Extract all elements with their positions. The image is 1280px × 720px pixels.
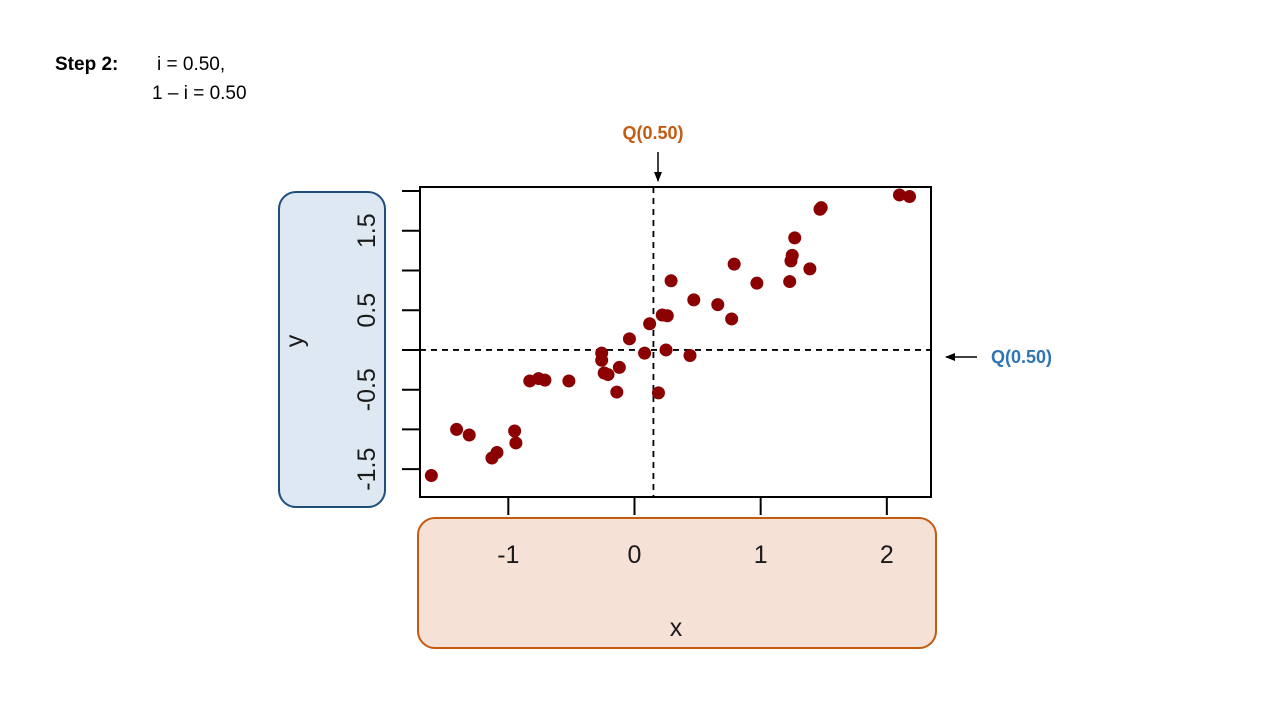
data-point: [750, 276, 764, 290]
data-point: [803, 262, 817, 276]
data-point: [508, 424, 522, 438]
data-point: [711, 298, 725, 312]
data-point: [424, 469, 438, 483]
data-point: [601, 368, 615, 382]
y-tick-label: -0.5: [353, 368, 381, 411]
data-point: [785, 248, 799, 262]
x-tick-label: -1: [497, 541, 519, 569]
data-point: [788, 231, 802, 245]
data-point: [643, 317, 657, 331]
x-axis: -1 0 1 2: [497, 497, 894, 569]
data-point: [783, 275, 797, 289]
data-point: [903, 190, 917, 204]
data-point: [659, 343, 673, 357]
data-point: [538, 373, 552, 387]
y-quantile-label: Q(0.50): [991, 347, 1052, 367]
data-point: [595, 353, 609, 367]
data-point: [509, 436, 523, 450]
data-point: [622, 332, 636, 346]
data-point: [683, 349, 697, 363]
x-axis-highlight-box: [417, 517, 937, 649]
equation-i: i = 0.50,: [157, 54, 226, 75]
x-tick-label: 0: [628, 541, 642, 569]
data-point: [660, 309, 674, 323]
data-point: [727, 257, 741, 271]
x-tick-label: 2: [880, 541, 894, 569]
data-point: [450, 422, 464, 436]
y-axis-title: y: [281, 334, 309, 347]
step-label: Step 2:: [55, 54, 119, 75]
y-tick-label: 1.5: [353, 213, 381, 248]
y-tick-label: -1.5: [353, 448, 381, 491]
y-axis: -1.5 -0.5 0.5 1.5: [353, 189, 420, 491]
data-point: [687, 293, 701, 307]
data-point: [562, 374, 576, 388]
data-point: [651, 386, 665, 400]
data-point: [638, 346, 652, 360]
data-point: [664, 274, 678, 288]
x-axis-title: x: [670, 614, 683, 642]
data-point: [610, 385, 624, 399]
data-point: [725, 312, 739, 326]
data-point: [814, 201, 828, 215]
x-quantile-label: Q(0.50): [622, 123, 683, 143]
data-point: [612, 360, 626, 374]
data-point: [892, 188, 906, 202]
data-point: [462, 428, 476, 442]
x-tick-label: 1: [754, 541, 768, 569]
plot-frame: [419, 186, 932, 498]
equation-one-minus-i: 1 – i = 0.50: [152, 83, 247, 104]
y-axis-highlight-box: [278, 191, 386, 508]
data-point: [490, 445, 504, 459]
data-points: [424, 188, 917, 483]
y-tick-label: 0.5: [353, 293, 381, 328]
